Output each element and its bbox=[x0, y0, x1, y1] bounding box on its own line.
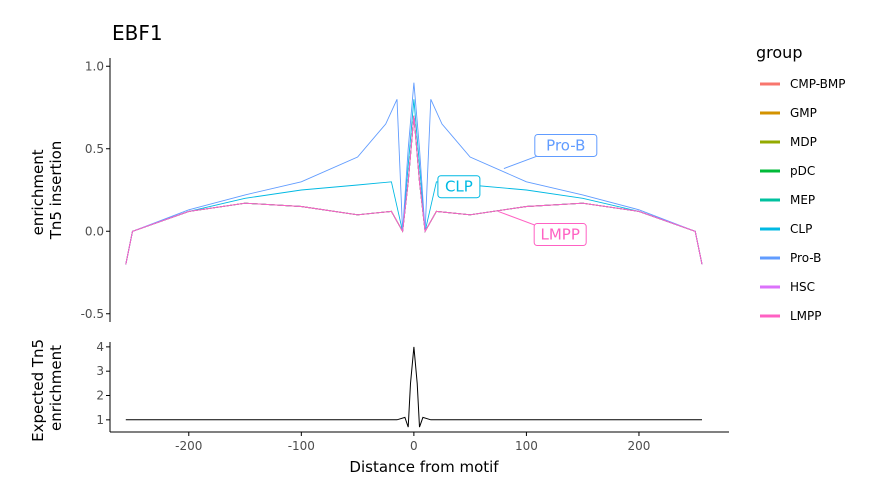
top-series-lines bbox=[125, 82, 703, 265]
chart-title: EBF1 bbox=[112, 21, 163, 45]
series-line-lmpp bbox=[125, 115, 703, 265]
annotation-label: Pro-B bbox=[546, 136, 585, 154]
top-y-axis-label-line1: enrichment bbox=[29, 149, 47, 235]
series-line-mdp bbox=[125, 115, 703, 265]
legend-label-hsc: HSC bbox=[790, 280, 815, 294]
legend-label-cmp-bmp: CMP-BMP bbox=[790, 77, 845, 91]
legend-label-pdc: pDC bbox=[790, 164, 815, 178]
x-ticks: -200 -100 0 100 200 bbox=[175, 432, 650, 453]
top-y-ticks: -0.5 0.0 0.5 1.0 bbox=[81, 59, 110, 321]
legend-label-mep: MEP bbox=[790, 193, 815, 207]
annotation-box bbox=[533, 223, 587, 247]
top-y-tick-label: 0.5 bbox=[85, 142, 104, 156]
series-annotations: Pro-B CLP LMPP bbox=[437, 133, 598, 247]
legend-label-pro-b: Pro-B bbox=[790, 251, 821, 265]
bottom-y-tick-label: 2 bbox=[96, 389, 104, 403]
bottom-y-ticks: 1 2 3 4 bbox=[96, 340, 110, 427]
top-y-tick-label: -0.5 bbox=[81, 307, 104, 321]
legend-label-mdp: MDP bbox=[790, 135, 817, 149]
x-tick-label: -200 bbox=[175, 439, 202, 453]
bottom-y-tick-label: 1 bbox=[96, 413, 104, 427]
annotation-box bbox=[437, 175, 481, 199]
top-y-tick-label: 1.0 bbox=[85, 59, 104, 73]
series-line-pro-b bbox=[125, 82, 703, 265]
legend-label-lmpp: LMPP bbox=[790, 309, 822, 323]
annotation-label: CLP bbox=[445, 178, 473, 196]
x-axis-label: Distance from motif bbox=[349, 458, 499, 476]
series-line-pdc bbox=[125, 115, 703, 265]
legend-items: CMP-BMP GMP MDP pDC MEP CLP Pro-B HSC LMPP bbox=[760, 77, 845, 323]
legend-label-gmp: GMP bbox=[790, 106, 817, 120]
legend-label-clp: CLP bbox=[790, 222, 812, 236]
bottom-panel: 1 2 3 4 -200 -100 0 100 200 Expected Tn5 enrich… bbox=[29, 334, 729, 476]
series-line-cmp-bmp bbox=[125, 115, 703, 265]
top-panel: -0.5 0.0 0.5 1.0 enrichment Tn5 insertion P… bbox=[29, 58, 703, 322]
annotation-label: LMPP bbox=[540, 226, 579, 244]
top-y-tick-label: 0.0 bbox=[85, 224, 104, 238]
annotation-box bbox=[534, 133, 598, 157]
series-line-clp bbox=[125, 99, 703, 265]
legend-title: group bbox=[756, 43, 802, 62]
x-tick-label: -100 bbox=[288, 439, 315, 453]
top-y-axis-label: enrichment Tn5 insertion bbox=[29, 141, 65, 241]
series-line-mep bbox=[125, 115, 703, 265]
series-line-hsc bbox=[125, 115, 703, 265]
bottom-y-axis-label-line1: Expected Tn5 bbox=[29, 339, 47, 442]
bottom-series-line bbox=[125, 346, 702, 428]
x-tick-label: 0 bbox=[410, 439, 418, 453]
bottom-y-axis-label-line2: enrichment bbox=[47, 345, 65, 431]
x-tick-label: 100 bbox=[515, 439, 538, 453]
bottom-y-tick-label: 3 bbox=[96, 364, 104, 378]
top-y-axis-label-line2: Tn5 insertion bbox=[47, 141, 65, 241]
x-tick-label: 200 bbox=[628, 439, 651, 453]
series-line-gmp bbox=[125, 115, 703, 265]
bottom-y-axis-label: Expected Tn5 enrichment bbox=[29, 334, 65, 442]
legend: group CMP-BMP GMP MDP pDC MEP CLP Pro-B HSC LMPP bbox=[756, 43, 845, 323]
bottom-y-tick-label: 4 bbox=[96, 340, 104, 354]
